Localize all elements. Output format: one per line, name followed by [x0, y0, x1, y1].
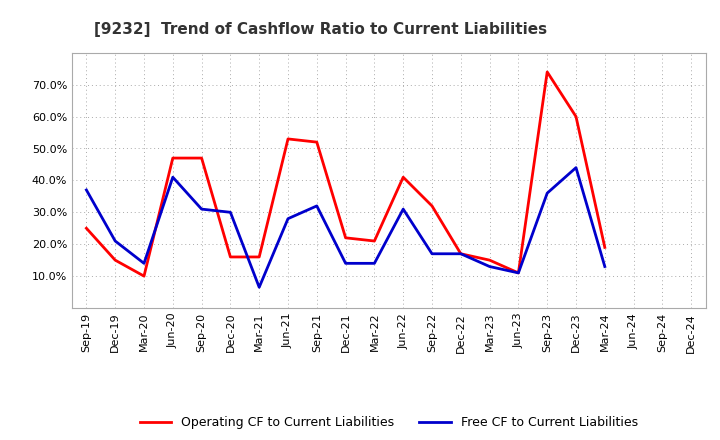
Operating CF to Current Liabilities [168, 155, 177, 161]
Operating CF to Current Liabilities [197, 155, 206, 161]
Free CF to Current Liabilities [370, 260, 379, 266]
Operating CF to Current Liabilities [284, 136, 292, 142]
Operating CF to Current Liabilities [341, 235, 350, 240]
Free CF to Current Liabilities [428, 251, 436, 257]
Operating CF to Current Liabilities [312, 139, 321, 145]
Free CF to Current Liabilities [543, 191, 552, 196]
Free CF to Current Liabilities [312, 203, 321, 209]
Free CF to Current Liabilities [600, 264, 609, 269]
Free CF to Current Liabilities [197, 206, 206, 212]
Operating CF to Current Liabilities [514, 270, 523, 275]
Free CF to Current Liabilities [255, 285, 264, 290]
Free CF to Current Liabilities [514, 270, 523, 275]
Free CF to Current Liabilities [82, 187, 91, 193]
Operating CF to Current Liabilities [485, 257, 494, 263]
Free CF to Current Liabilities [399, 206, 408, 212]
Operating CF to Current Liabilities [255, 254, 264, 260]
Free CF to Current Liabilities [226, 210, 235, 215]
Operating CF to Current Liabilities [226, 254, 235, 260]
Free CF to Current Liabilities [168, 175, 177, 180]
Free CF to Current Liabilities [456, 251, 465, 257]
Operating CF to Current Liabilities [543, 69, 552, 74]
Operating CF to Current Liabilities [428, 203, 436, 209]
Operating CF to Current Liabilities [399, 175, 408, 180]
Operating CF to Current Liabilities [370, 238, 379, 244]
Free CF to Current Liabilities [284, 216, 292, 221]
Text: [9232]  Trend of Cashflow Ratio to Current Liabilities: [9232] Trend of Cashflow Ratio to Curren… [94, 22, 546, 37]
Operating CF to Current Liabilities [572, 114, 580, 119]
Free CF to Current Liabilities [140, 260, 148, 266]
Operating CF to Current Liabilities [140, 273, 148, 279]
Free CF to Current Liabilities [485, 264, 494, 269]
Line: Operating CF to Current Liabilities: Operating CF to Current Liabilities [86, 72, 605, 276]
Operating CF to Current Liabilities [82, 226, 91, 231]
Operating CF to Current Liabilities [600, 245, 609, 250]
Free CF to Current Liabilities [341, 260, 350, 266]
Operating CF to Current Liabilities [111, 257, 120, 263]
Free CF to Current Liabilities [111, 238, 120, 244]
Legend: Operating CF to Current Liabilities, Free CF to Current Liabilities: Operating CF to Current Liabilities, Fre… [135, 411, 643, 434]
Line: Free CF to Current Liabilities: Free CF to Current Liabilities [86, 168, 605, 287]
Free CF to Current Liabilities [572, 165, 580, 170]
Operating CF to Current Liabilities [456, 251, 465, 257]
